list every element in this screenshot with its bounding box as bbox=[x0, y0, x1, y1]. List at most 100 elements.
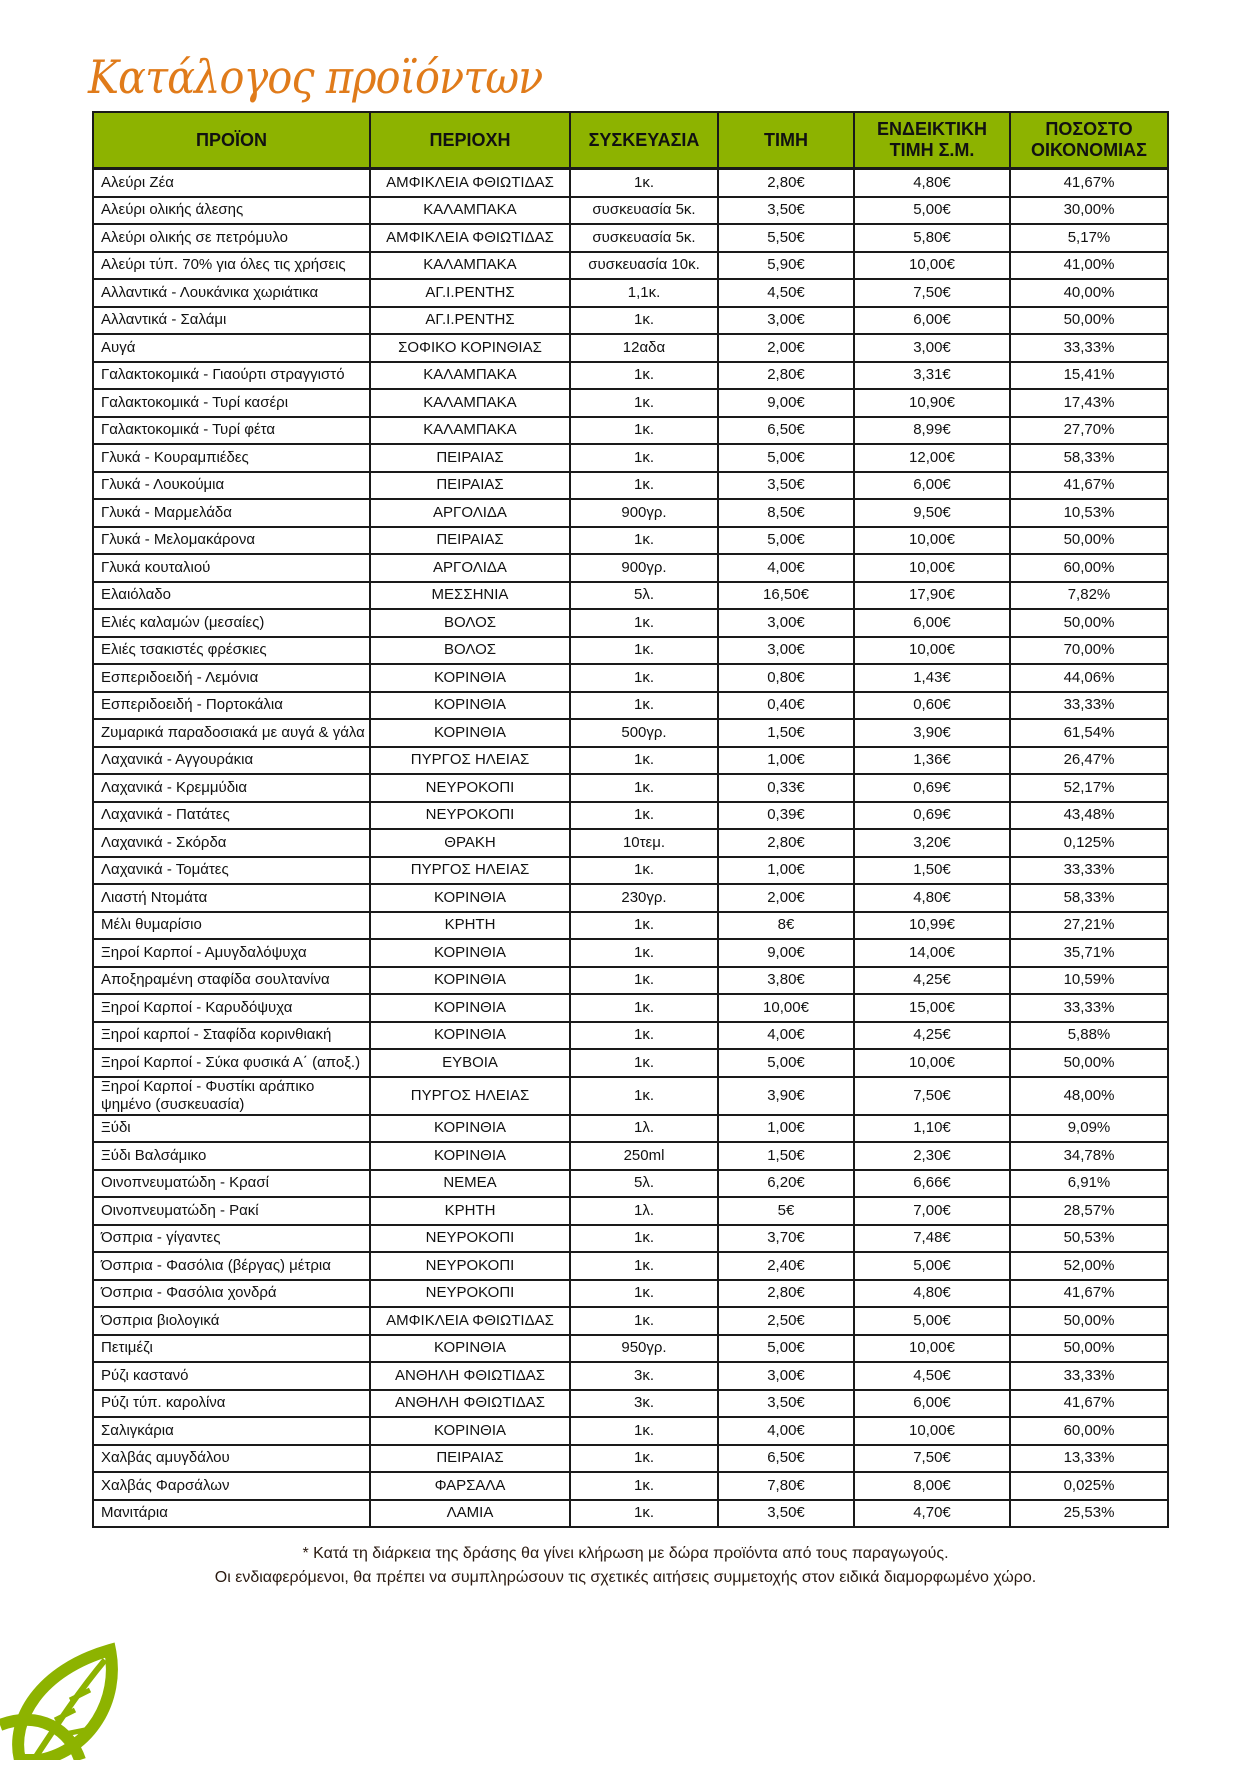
table-row: Σαλιγκάρια ΚΟΡΙΝΘΙΑ 1κ. 4,00€ 10,00€ 60,00% bbox=[92, 1416, 1169, 1446]
cell-price: 3,50€ bbox=[717, 1388, 855, 1418]
cell-price: 3,50€ bbox=[717, 195, 855, 225]
cell-region: ΚΑΛΑΜΠΑΚΑ bbox=[369, 415, 571, 445]
cell-indicative-price: 0,69€ bbox=[853, 773, 1011, 803]
cell-savings: 33,33% bbox=[1009, 333, 1169, 363]
cell-packaging: 1κ. bbox=[569, 635, 719, 665]
cell-region: ΠΕΙΡΑΙΑΣ bbox=[369, 1443, 571, 1473]
cell-savings: 50,00% bbox=[1009, 305, 1169, 335]
cell-savings: 28,57% bbox=[1009, 1196, 1169, 1226]
cell-region: ΜΕΣΣΗΝΙΑ bbox=[369, 580, 571, 610]
cell-packaging: 1κ. bbox=[569, 910, 719, 940]
cell-indicative-price: 6,00€ bbox=[853, 1388, 1011, 1418]
cell-price: 4,50€ bbox=[717, 278, 855, 308]
table-row: Λαχανικά - Πατάτες ΝΕΥΡΟΚΟΠΙ 1κ. 0,39€ 0,69€… bbox=[92, 800, 1169, 830]
cell-packaging: 1κ. bbox=[569, 1278, 719, 1308]
cell-region: ΒΟΛΟΣ bbox=[369, 608, 571, 638]
cell-savings: 25,53% bbox=[1009, 1498, 1169, 1528]
cell-product: Γλυκά - Μαρμελάδα bbox=[92, 498, 371, 528]
cell-price: 5€ bbox=[717, 1196, 855, 1226]
cell-savings: 6,91% bbox=[1009, 1168, 1169, 1198]
cell-indicative-price: 5,00€ bbox=[853, 195, 1011, 225]
table-row: Ξηροί καρποί - Σταφίδα κορινθιακή ΚΟΡΙΝΘΙ… bbox=[92, 1020, 1169, 1050]
cell-product: Ξηροί Καρποί - Φυστίκι αράπικο ψημένο (σ… bbox=[92, 1075, 371, 1116]
cell-indicative-price: 5,80€ bbox=[853, 223, 1011, 253]
table-row: Αλλαντικά - Σαλάμι ΑΓ.Ι.ΡΕΝΤΗΣ 1κ. 3,00€ 6,0… bbox=[92, 305, 1169, 335]
cell-product: Ξηροί Καρποί - Αμυγδαλόψυχα bbox=[92, 938, 371, 968]
cell-indicative-price: 4,80€ bbox=[853, 167, 1011, 198]
cell-product: Γαλακτοκομικά - Γιαούρτι στραγγιστό bbox=[92, 360, 371, 390]
header-region: ΠΕΡΙΟΧΗ bbox=[369, 111, 571, 170]
cell-price: 5,00€ bbox=[717, 1048, 855, 1078]
cell-savings: 5,88% bbox=[1009, 1020, 1169, 1050]
cell-product: Σαλιγκάρια bbox=[92, 1416, 371, 1446]
cell-savings: 50,53% bbox=[1009, 1223, 1169, 1253]
cell-indicative-price: 10,00€ bbox=[853, 250, 1011, 280]
cell-indicative-price: 14,00€ bbox=[853, 938, 1011, 968]
cell-region: ΑΝΘΗΛΗ ΦΘΙΩΤΙΔΑΣ bbox=[369, 1388, 571, 1418]
cell-price: 7,80€ bbox=[717, 1471, 855, 1501]
cell-indicative-price: 8,00€ bbox=[853, 1471, 1011, 1501]
cell-price: 3,80€ bbox=[717, 965, 855, 995]
cell-packaging: 1κ. bbox=[569, 1416, 719, 1446]
table-row: Ξηροί Καρποί - Φυστίκι αράπικο ψημένο (σ… bbox=[92, 1075, 1169, 1116]
cell-region: ΑΡΓΟΛΙΔΑ bbox=[369, 498, 571, 528]
cell-indicative-price: 7,50€ bbox=[853, 1443, 1011, 1473]
cell-price: 8€ bbox=[717, 910, 855, 940]
cell-price: 2,00€ bbox=[717, 883, 855, 913]
table-row: Ελιές τσακιστές φρέσκιες ΒΟΛΟΣ 1κ. 3,00€ 10,… bbox=[92, 635, 1169, 665]
cell-savings: 30,00% bbox=[1009, 195, 1169, 225]
cell-product: Γλυκά κουταλιού bbox=[92, 553, 371, 583]
table-row: Ρύζι καστανό ΑΝΘΗΛΗ ΦΘΙΩΤΙΔΑΣ 3κ. 3,00€ 4,50… bbox=[92, 1361, 1169, 1391]
cell-product: Όσπρια - γίγαντες bbox=[92, 1223, 371, 1253]
cell-region: ΚΑΛΑΜΠΑΚΑ bbox=[369, 195, 571, 225]
cell-region: ΚΟΡΙΝΘΙΑ bbox=[369, 993, 571, 1023]
cell-savings: 50,00% bbox=[1009, 1048, 1169, 1078]
cell-indicative-price: 6,00€ bbox=[853, 608, 1011, 638]
table-row: Ξύδι Βαλσάμικο ΚΟΡΙΝΘΙΑ 250ml 1,50€ 2,30€ 34,… bbox=[92, 1141, 1169, 1171]
cell-price: 2,00€ bbox=[717, 333, 855, 363]
header-price: ΤΙΜΗ bbox=[717, 111, 855, 170]
table-row: Λιαστή Ντομάτα ΚΟΡΙΝΘΙΑ 230γρ. 2,00€ 4,80€ 58… bbox=[92, 883, 1169, 913]
table-row: Ξηροί Καρποί - Καρυδόψυχα ΚΟΡΙΝΘΙΑ 1κ. 10,0… bbox=[92, 993, 1169, 1023]
cell-indicative-price: 9,50€ bbox=[853, 498, 1011, 528]
cell-indicative-price: 6,00€ bbox=[853, 305, 1011, 335]
table-row: Όσπρια βιολογικά ΑΜΦΙΚΛΕΙΑ ΦΘΙΩΤΙΔΑΣ 1κ. 2,… bbox=[92, 1306, 1169, 1336]
cell-packaging: 3κ. bbox=[569, 1361, 719, 1391]
cell-region: ΚΟΡΙΝΘΙΑ bbox=[369, 663, 571, 693]
cell-packaging: 1κ. bbox=[569, 1048, 719, 1078]
cell-product: Ξύδι bbox=[92, 1113, 371, 1143]
table-row: Ξύδι ΚΟΡΙΝΘΙΑ 1λ. 1,00€ 1,10€ 9,09% bbox=[92, 1113, 1169, 1143]
cell-packaging: 1κ. bbox=[569, 470, 719, 500]
table-row: Αυγά ΣΟΦΙΚΟ ΚΟΡΙΝΘΙΑΣ 12αδα 2,00€ 3,00€ 33,33… bbox=[92, 333, 1169, 363]
cell-savings: 17,43% bbox=[1009, 388, 1169, 418]
cell-price: 4,00€ bbox=[717, 1416, 855, 1446]
cell-region: ΣΟΦΙΚΟ ΚΟΡΙΝΘΙΑΣ bbox=[369, 333, 571, 363]
cell-indicative-price: 7,48€ bbox=[853, 1223, 1011, 1253]
cell-region: ΠΕΙΡΑΙΑΣ bbox=[369, 525, 571, 555]
cell-packaging: 230γρ. bbox=[569, 883, 719, 913]
cell-price: 3,90€ bbox=[717, 1075, 855, 1116]
table-row: Ξηροί Καρποί - Αμυγδαλόψυχα ΚΟΡΙΝΘΙΑ 1κ. 9,… bbox=[92, 938, 1169, 968]
cell-packaging: 1κ. bbox=[569, 415, 719, 445]
cell-packaging: 1κ. bbox=[569, 1223, 719, 1253]
table-row: Χαλβάς Φαρσάλων ΦΑΡΣΑΛΑ 1κ. 7,80€ 8,00€ 0,025… bbox=[92, 1471, 1169, 1501]
cell-price: 2,80€ bbox=[717, 828, 855, 858]
cell-indicative-price: 8,99€ bbox=[853, 415, 1011, 445]
cell-price: 5,90€ bbox=[717, 250, 855, 280]
cell-product: Αλλαντικά - Σαλάμι bbox=[92, 305, 371, 335]
cell-product: Οινοπνευματώδη - Κρασί bbox=[92, 1168, 371, 1198]
cell-packaging: 5λ. bbox=[569, 580, 719, 610]
cell-product: Ελιές καλαμών (μεσαίες) bbox=[92, 608, 371, 638]
cell-indicative-price: 12,00€ bbox=[853, 443, 1011, 473]
table-row: Γλυκά - Μαρμελάδα ΑΡΓΟΛΙΔΑ 900γρ. 8,50€ 9,50… bbox=[92, 498, 1169, 528]
cell-savings: 15,41% bbox=[1009, 360, 1169, 390]
cell-savings: 60,00% bbox=[1009, 553, 1169, 583]
cell-packaging: 1κ. bbox=[569, 305, 719, 335]
cell-product: Λιαστή Ντομάτα bbox=[92, 883, 371, 913]
table-row: Αλεύρι ολικής άλεσης ΚΑΛΑΜΠΑΚΑ συσκευασία … bbox=[92, 195, 1169, 225]
cell-indicative-price: 1,50€ bbox=[853, 855, 1011, 885]
cell-product: Χαλβάς Φαρσάλων bbox=[92, 1471, 371, 1501]
table-row: Χαλβάς αμυγδάλου ΠΕΙΡΑΙΑΣ 1κ. 6,50€ 7,50€ 13,… bbox=[92, 1443, 1169, 1473]
cell-packaging: 1κ. bbox=[569, 608, 719, 638]
cell-region: ΚΡΗΤΗ bbox=[369, 1196, 571, 1226]
